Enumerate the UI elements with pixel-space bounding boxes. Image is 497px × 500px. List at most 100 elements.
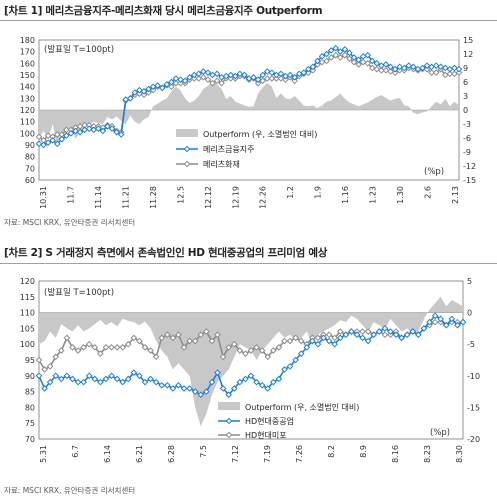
- x-tick-label: 1.23: [369, 186, 378, 204]
- series-marker-1: [320, 334, 327, 342]
- y-left-tick-label: 75: [25, 419, 35, 428]
- series-marker-1: [219, 385, 227, 392]
- series-marker-2: [378, 67, 385, 74]
- series-marker-1: [63, 132, 70, 139]
- series-marker-1: [35, 372, 43, 380]
- chart-2-source: 자료: MSCI KRX, 유안타증권 리서치센터: [4, 486, 136, 495]
- x-tick-label: 11.21: [121, 186, 130, 209]
- series-marker-1: [231, 72, 239, 80]
- series-marker-1: [136, 86, 143, 94]
- series-marker-2: [74, 347, 82, 354]
- series-marker-2: [130, 334, 138, 342]
- x-tick-label: 1.30: [396, 186, 405, 204]
- series-marker-1: [264, 385, 272, 392]
- y-left-tick-label: 120: [20, 277, 35, 286]
- series-marker-1: [419, 64, 426, 72]
- series-marker-2: [428, 69, 435, 76]
- chart-1-source: 자료: MSCI KRX, 유안타증권 리서치센터: [4, 218, 136, 227]
- series-marker-1: [113, 128, 120, 136]
- x-tick-label: 7.12: [231, 445, 240, 463]
- series-marker-2: [381, 331, 389, 339]
- series-marker-1: [241, 71, 248, 79]
- series-marker-1: [423, 62, 431, 69]
- x-tick-label: 1.16: [341, 186, 350, 204]
- series-marker-1: [203, 388, 210, 395]
- legend-label-series-1: HD현대중공업: [245, 417, 294, 426]
- y-right-tick-label: 3: [463, 92, 468, 101]
- y-left-tick-label: 110: [20, 118, 35, 127]
- y-left-tick-label: 100: [20, 340, 35, 349]
- series-marker-1: [336, 48, 344, 55]
- x-tick-label: 11.14: [94, 186, 103, 209]
- y-right-tick-label: -20: [467, 435, 480, 444]
- series-marker-1: [58, 135, 66, 143]
- series-marker-2: [327, 54, 335, 61]
- y-left-tick-label: 90: [25, 141, 35, 150]
- series-marker-1: [158, 84, 166, 92]
- series-marker-2: [368, 64, 376, 72]
- series-marker-2: [203, 328, 210, 335]
- series-marker-1: [387, 328, 394, 335]
- series-marker-1: [253, 378, 260, 386]
- series-marker-2: [97, 350, 104, 357]
- series-marker-1: [341, 46, 349, 53]
- y-right-tick-label: -15: [467, 403, 480, 412]
- series-marker-1: [396, 63, 403, 71]
- y-left-tick-label: 170: [20, 48, 35, 57]
- series-marker-1: [346, 49, 353, 57]
- series-marker-2: [218, 79, 225, 87]
- series-marker-1: [85, 372, 93, 380]
- series-marker-1: [131, 89, 139, 96]
- legend-label-outperform: Outperform (우, 소멸법인 대비): [203, 129, 317, 139]
- series-marker-1: [80, 378, 87, 386]
- x-tick-label: 8.23: [423, 445, 432, 463]
- series-marker-1: [200, 68, 207, 75]
- series-marker-2: [336, 328, 344, 335]
- series-marker-2: [52, 353, 60, 361]
- series-marker-1: [409, 328, 417, 335]
- series-marker-2: [270, 347, 277, 354]
- series-marker-1: [186, 385, 193, 392]
- y-left-tick-label: 140: [20, 83, 35, 92]
- y-right-tick-label: -6: [463, 134, 471, 143]
- series-marker-1: [381, 325, 389, 332]
- legend-label-series-2: HD현대미포: [245, 431, 287, 440]
- series-marker-2: [264, 353, 272, 361]
- x-tick-label: 5.31: [39, 445, 48, 463]
- series-marker-2: [63, 334, 71, 342]
- series-marker-2: [364, 60, 372, 67]
- series-marker-1: [342, 331, 350, 339]
- axis-note: (발표일 T=100pt): [44, 287, 114, 298]
- series-marker-2: [268, 75, 276, 82]
- series-marker-1: [373, 60, 381, 67]
- series-marker-1: [69, 375, 76, 383]
- series-marker-2: [124, 340, 132, 348]
- series-marker-1: [259, 71, 267, 79]
- series-marker-1: [124, 375, 132, 383]
- x-tick-label: 12.26: [259, 186, 268, 209]
- series-marker-1: [181, 77, 189, 85]
- series-marker-1: [52, 372, 60, 380]
- series-marker-2: [225, 344, 232, 351]
- series-marker-1: [392, 331, 400, 339]
- series-marker-1: [437, 315, 444, 323]
- chart-1: 60708090100110120130140150160170180-15-1…: [20, 36, 476, 209]
- legend-label-series-1: 메리츠금융지주: [203, 145, 255, 154]
- chart-2-title: [차트 2] S 거래정지 측면에서 존속법인인 HD 현대중공업의 프리미엄 …: [4, 247, 328, 259]
- series-marker-2: [197, 331, 205, 339]
- x-tick-label: 6.28: [167, 445, 176, 463]
- series-marker-2: [382, 67, 390, 74]
- series-marker-1: [169, 385, 177, 392]
- series-marker-2: [332, 51, 340, 59]
- series-marker-1: [359, 334, 366, 342]
- x-tick-label: 1.2: [286, 186, 295, 199]
- series-marker-1: [247, 372, 255, 380]
- series-marker-1: [432, 62, 440, 69]
- series-marker-2: [141, 344, 149, 351]
- x-tick-label: 6.21: [135, 445, 144, 463]
- series-marker-1: [336, 334, 344, 342]
- series-marker-2: [359, 328, 366, 335]
- series-marker-1: [152, 378, 160, 386]
- series-marker-1: [355, 56, 362, 64]
- series-marker-2: [431, 318, 439, 326]
